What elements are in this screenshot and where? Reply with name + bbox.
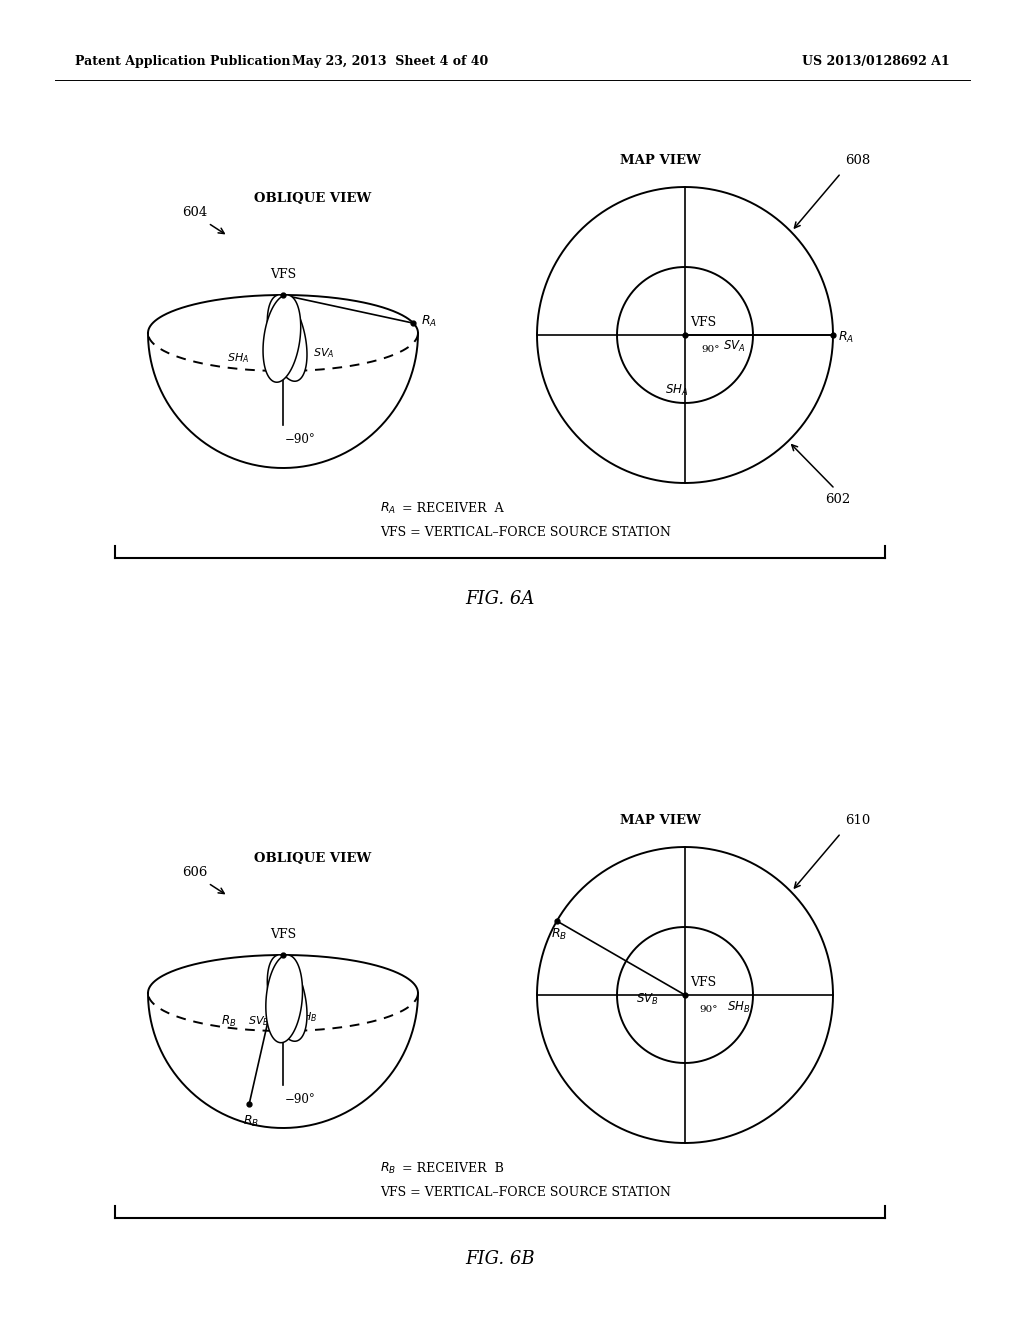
Text: Patent Application Publication: Patent Application Publication bbox=[75, 55, 291, 69]
Text: −90°: −90° bbox=[285, 433, 315, 446]
Text: = RECEIVER  B: = RECEIVER B bbox=[402, 1162, 504, 1175]
Text: VFS: VFS bbox=[690, 315, 716, 329]
Text: $SV_A$: $SV_A$ bbox=[313, 346, 335, 360]
Text: 610: 610 bbox=[845, 814, 870, 828]
Text: $SV_B$: $SV_B$ bbox=[248, 1014, 269, 1028]
Text: May 23, 2013  Sheet 4 of 40: May 23, 2013 Sheet 4 of 40 bbox=[292, 55, 488, 69]
Text: 90°: 90° bbox=[699, 1005, 718, 1014]
Text: OBLIQUE VIEW: OBLIQUE VIEW bbox=[254, 851, 372, 865]
Text: 604: 604 bbox=[182, 206, 207, 219]
Polygon shape bbox=[267, 294, 307, 381]
Text: $R_A$: $R_A$ bbox=[422, 314, 437, 329]
Polygon shape bbox=[266, 954, 302, 1043]
Text: $R_B$: $R_B$ bbox=[551, 927, 567, 942]
Text: FIG. 6A: FIG. 6A bbox=[465, 590, 535, 609]
Text: OBLIQUE VIEW: OBLIQUE VIEW bbox=[254, 191, 372, 205]
Text: $R_A$: $R_A$ bbox=[838, 330, 854, 345]
Text: $R_B$: $R_B$ bbox=[380, 1160, 396, 1176]
Text: VFS: VFS bbox=[270, 928, 296, 941]
Text: $SV_A$: $SV_A$ bbox=[723, 339, 745, 354]
Text: $R_B$: $R_B$ bbox=[243, 1114, 259, 1129]
Text: VFS = VERTICAL–FORCE SOURCE STATION: VFS = VERTICAL–FORCE SOURCE STATION bbox=[380, 1185, 671, 1199]
Text: VFS: VFS bbox=[270, 268, 296, 281]
Text: = RECEIVER  A: = RECEIVER A bbox=[402, 502, 504, 515]
Text: $SH_A$: $SH_A$ bbox=[227, 351, 249, 364]
Text: $R_A$: $R_A$ bbox=[380, 500, 396, 516]
Text: $SV_B$: $SV_B$ bbox=[636, 993, 658, 1007]
Text: −90°: −90° bbox=[285, 1093, 315, 1106]
Text: MAP VIEW: MAP VIEW bbox=[620, 814, 700, 828]
Text: MAP VIEW: MAP VIEW bbox=[620, 154, 700, 168]
Text: 602: 602 bbox=[825, 492, 850, 506]
Text: 608: 608 bbox=[845, 154, 870, 168]
Text: US 2013/0128692 A1: US 2013/0128692 A1 bbox=[802, 55, 950, 69]
Text: $SH_B$: $SH_B$ bbox=[727, 1001, 751, 1015]
Text: $SH_A$: $SH_A$ bbox=[666, 383, 689, 399]
Text: VFS: VFS bbox=[690, 975, 716, 989]
Text: $SH_B$: $SH_B$ bbox=[295, 1010, 317, 1024]
Text: 606: 606 bbox=[182, 866, 208, 879]
Text: $R_B$: $R_B$ bbox=[221, 1014, 237, 1028]
Text: FIG. 6B: FIG. 6B bbox=[465, 1250, 535, 1269]
Text: 90°: 90° bbox=[701, 345, 720, 354]
Text: VFS = VERTICAL–FORCE SOURCE STATION: VFS = VERTICAL–FORCE SOURCE STATION bbox=[380, 525, 671, 539]
Polygon shape bbox=[263, 294, 301, 383]
Polygon shape bbox=[267, 954, 307, 1041]
